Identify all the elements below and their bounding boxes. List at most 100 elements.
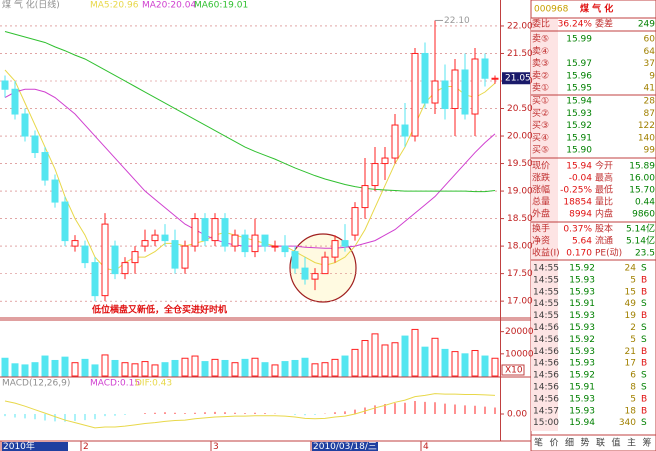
candle-body <box>61 201 69 242</box>
book-label: 卖③ <box>532 58 549 69</box>
dif-line <box>4 393 496 429</box>
tick-side: S <box>641 383 647 393</box>
candle-body <box>91 262 99 297</box>
tick-side: S <box>641 299 647 309</box>
y-tick-label: 20.50 <box>507 104 533 114</box>
tick-price: 15.91 <box>569 299 595 309</box>
tick-price: 15.93 <box>569 359 595 369</box>
candle-body <box>111 245 119 275</box>
tick-time: 14:55 <box>533 287 559 297</box>
candle-body <box>41 152 49 181</box>
quote-tab[interactable]: 细 <box>565 437 574 449</box>
price-marker-label: 21.05 <box>505 74 531 84</box>
quote-value: 15.70 <box>629 186 655 196</box>
volume-bar <box>341 355 349 377</box>
quote-label: 量比 <box>595 196 613 208</box>
candle-body <box>271 245 279 248</box>
y-tick-label: 17.00 <box>507 297 533 307</box>
tick-volume: 49 <box>625 299 637 309</box>
y-tick-label: 0.00 <box>507 410 527 420</box>
tick-price: 15.93 <box>569 394 595 404</box>
unit-label: X10 <box>505 366 523 376</box>
book-price: 15.91 <box>566 133 592 143</box>
volume-bar <box>401 335 409 377</box>
max-marker-label: 22.10 <box>444 16 470 26</box>
tick-time: 15:00 <box>533 418 559 428</box>
book-label: 买① <box>532 96 549 107</box>
tick-side: B <box>641 406 647 416</box>
tick-price: 15.92 <box>569 264 595 274</box>
quote-tab[interactable]: 势 <box>581 437 590 449</box>
volume-bar <box>391 342 399 377</box>
quote-tab[interactable]: 价 <box>550 438 559 449</box>
candle-body <box>151 234 159 242</box>
tick-side: S <box>641 418 647 428</box>
tick-time: 14:56 <box>533 371 559 381</box>
y-tick-label: 20000 <box>505 327 534 337</box>
quote-tab[interactable]: 筹 <box>643 437 652 449</box>
legend-entry: MA5:20.96 <box>90 1 139 11</box>
quote-value: 18854 <box>563 198 592 208</box>
quote-tab[interactable]: 笔 <box>534 437 543 449</box>
volume-bar <box>111 359 119 377</box>
book-price: 15.90 <box>566 146 592 156</box>
book-label: 买④ <box>532 132 549 143</box>
volume-bar <box>151 364 159 377</box>
tick-side: B <box>641 359 647 369</box>
volume-bar <box>271 364 279 377</box>
ma-line <box>4 30 496 193</box>
y-tick-label: 21.50 <box>507 49 533 59</box>
book-volume: 28 <box>644 97 656 107</box>
annotation: 低位横盘又新低，全仓买进好时机 <box>91 304 227 316</box>
tick-volume: 24 <box>625 264 637 274</box>
book-price: 15.93 <box>566 109 592 119</box>
tick-time: 14:56 <box>533 335 559 345</box>
x-tick-label: 2010年 <box>3 440 35 451</box>
y-tick-label: 19.50 <box>507 159 533 169</box>
quote-value: 249 <box>638 20 655 30</box>
volume-bar <box>1 357 9 377</box>
candle-body <box>211 218 219 242</box>
quote-label: 今开 <box>595 160 613 172</box>
volume-bar <box>201 361 209 377</box>
candle-body <box>491 77 499 80</box>
tick-side: S <box>641 323 647 333</box>
tick-price: 15.93 <box>569 287 595 297</box>
volume-bar <box>251 357 259 377</box>
y-tick-label: 22.00 <box>507 21 533 31</box>
volume-bar <box>311 363 319 377</box>
tick-volume: 17 <box>625 359 636 369</box>
quote-tab[interactable]: 联 <box>596 438 605 449</box>
volume-bar <box>411 328 419 377</box>
candle-body <box>331 240 339 258</box>
tick-volume: 6 <box>630 371 636 381</box>
candle-body <box>121 262 129 275</box>
tick-side: S <box>641 335 647 345</box>
volume-bar <box>161 362 169 377</box>
volume-bar <box>301 357 309 377</box>
candle-body <box>361 185 369 209</box>
quote-value: -0.04 <box>569 174 593 184</box>
quote-label: 最高 <box>595 172 613 184</box>
volume-bar <box>481 355 489 377</box>
quote-value: 5.14亿 <box>626 235 655 247</box>
quote-value: 15.94 <box>566 162 592 172</box>
candle-body <box>261 234 269 247</box>
quote-label: 最低 <box>595 184 613 196</box>
quote-tab[interactable]: 主 <box>627 437 636 449</box>
volume-bar <box>231 362 239 377</box>
candle-body <box>461 69 469 115</box>
quote-value: 23.5 <box>635 249 655 259</box>
tick-time: 14:56 <box>533 383 559 393</box>
candle-body <box>431 80 439 104</box>
tick-time: 14:56 <box>533 359 559 369</box>
volume-bar <box>21 364 29 377</box>
book-volume: 64 <box>644 47 656 57</box>
candle-body <box>251 234 259 253</box>
quote-tab[interactable]: 值 <box>612 437 621 449</box>
volume-bar <box>141 361 149 377</box>
quote-value: 5.14亿 <box>626 223 655 235</box>
tick-time: 14:57 <box>533 406 559 416</box>
volume-bar <box>81 358 89 377</box>
volume-bar <box>351 348 359 377</box>
